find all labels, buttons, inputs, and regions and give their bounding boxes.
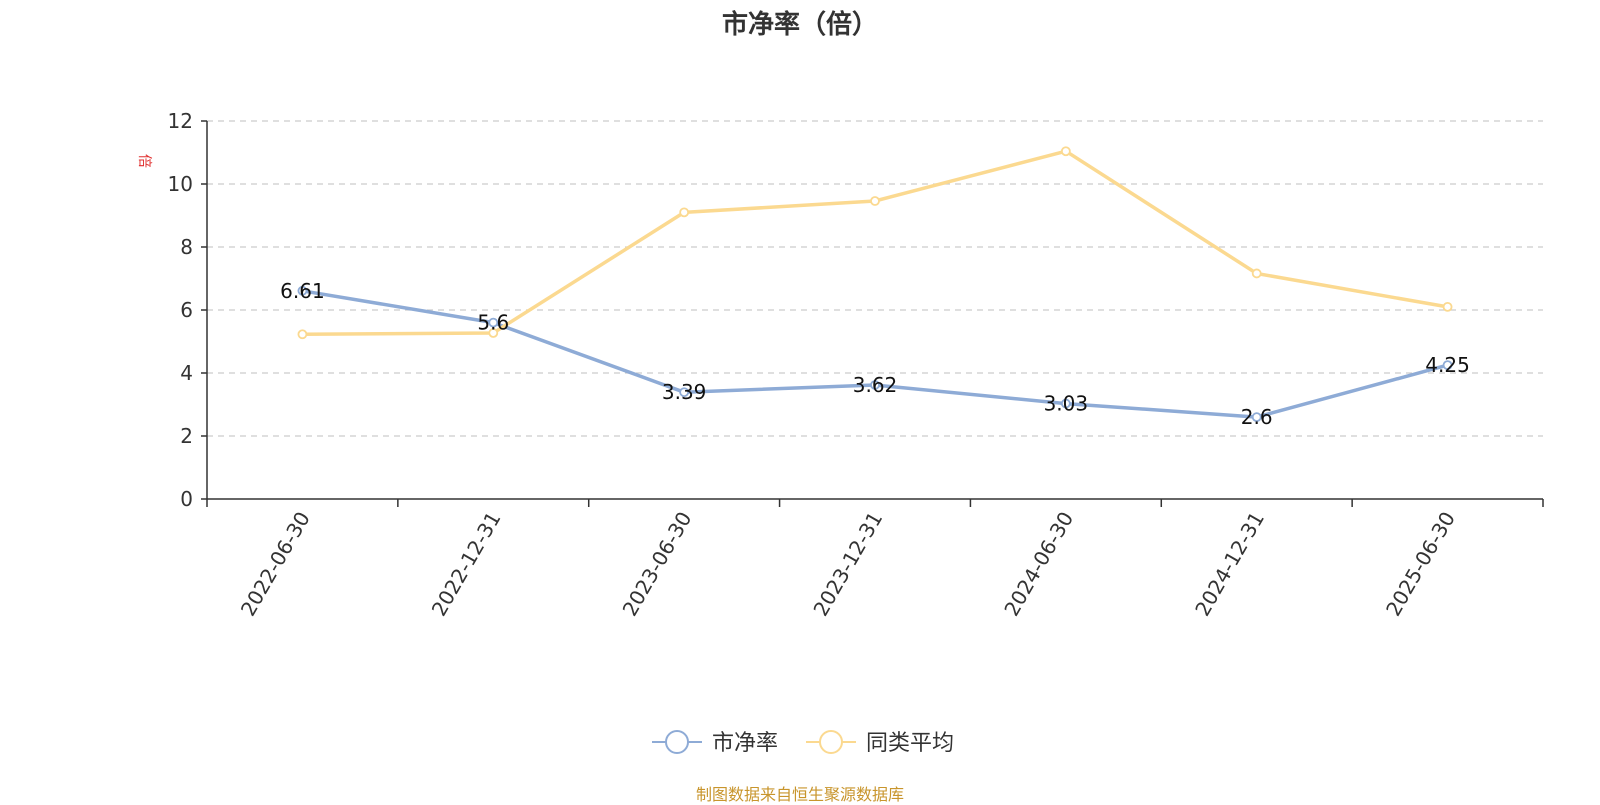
series-lines	[297, 146, 1453, 423]
y-axis-unit-label: 倍	[136, 154, 152, 168]
data-label: 5.6	[477, 311, 509, 335]
data-point	[297, 285, 308, 296]
x-tick-label: 2022-12-31	[427, 508, 506, 621]
data-label: 3.62	[853, 373, 898, 397]
axes: 0 2 4 6 8 10 12 倍 2022-06-30 2022-12-31 2023-06-30…	[136, 109, 1544, 621]
x-tick-label: 2022-06-30	[236, 508, 315, 621]
legend-circle-icon	[819, 730, 843, 754]
data-point	[1251, 268, 1262, 279]
legend-circle-icon	[665, 730, 689, 754]
y-tick-label: 8	[180, 235, 193, 259]
y-tick-label: 12	[168, 109, 193, 133]
grid-lines	[207, 120, 1543, 437]
data-point	[679, 207, 690, 218]
data-point	[1060, 398, 1071, 409]
x-tick-label: 2023-06-30	[618, 508, 697, 621]
data-point	[488, 328, 499, 338]
data-point	[1442, 360, 1453, 371]
legend-label: 市净率	[712, 731, 778, 756]
legend-item-1[interactable]: 同类平均	[806, 730, 954, 756]
data-point	[297, 329, 308, 340]
data-point	[870, 196, 880, 206]
data-label: 4.25	[1425, 353, 1470, 377]
data-point	[679, 387, 690, 398]
y-tick-label: 4	[180, 361, 193, 385]
x-tick-label: 2024-06-30	[999, 508, 1078, 621]
data-point	[1251, 412, 1262, 423]
series-line-1	[302, 149, 1448, 337]
legend-label: 同类平均	[866, 731, 954, 756]
legend-item-0[interactable]: 市净率	[652, 730, 778, 756]
y-tick-label: 2	[180, 424, 193, 448]
data-labels: 6.61 5.6 3.39 3.62 3.03 2.6 4.25	[280, 279, 1470, 429]
x-tick-label: 2024-12-31	[1190, 508, 1269, 621]
y-tick-label: 0	[180, 487, 193, 511]
chart-title: 市净率（倍）	[721, 10, 878, 40]
x-tick-label: 2025-06-30	[1381, 508, 1460, 621]
legend[interactable]: 市净率 同类平均	[652, 730, 954, 756]
data-label: 2.6	[1241, 405, 1273, 429]
data-point	[488, 317, 499, 328]
y-tick-label: 6	[180, 298, 193, 322]
source-note: 制图数据来自恒生聚源数据库	[695, 785, 904, 804]
y-tick-label: 10	[168, 172, 193, 196]
data-label: 3.39	[662, 380, 707, 404]
data-label: 6.61	[280, 279, 325, 303]
x-tick-label: 2023-12-31	[808, 508, 887, 621]
data-point	[1442, 301, 1453, 312]
data-point	[870, 380, 880, 390]
data-point	[1060, 146, 1071, 157]
data-label: 3.03	[1044, 392, 1089, 416]
